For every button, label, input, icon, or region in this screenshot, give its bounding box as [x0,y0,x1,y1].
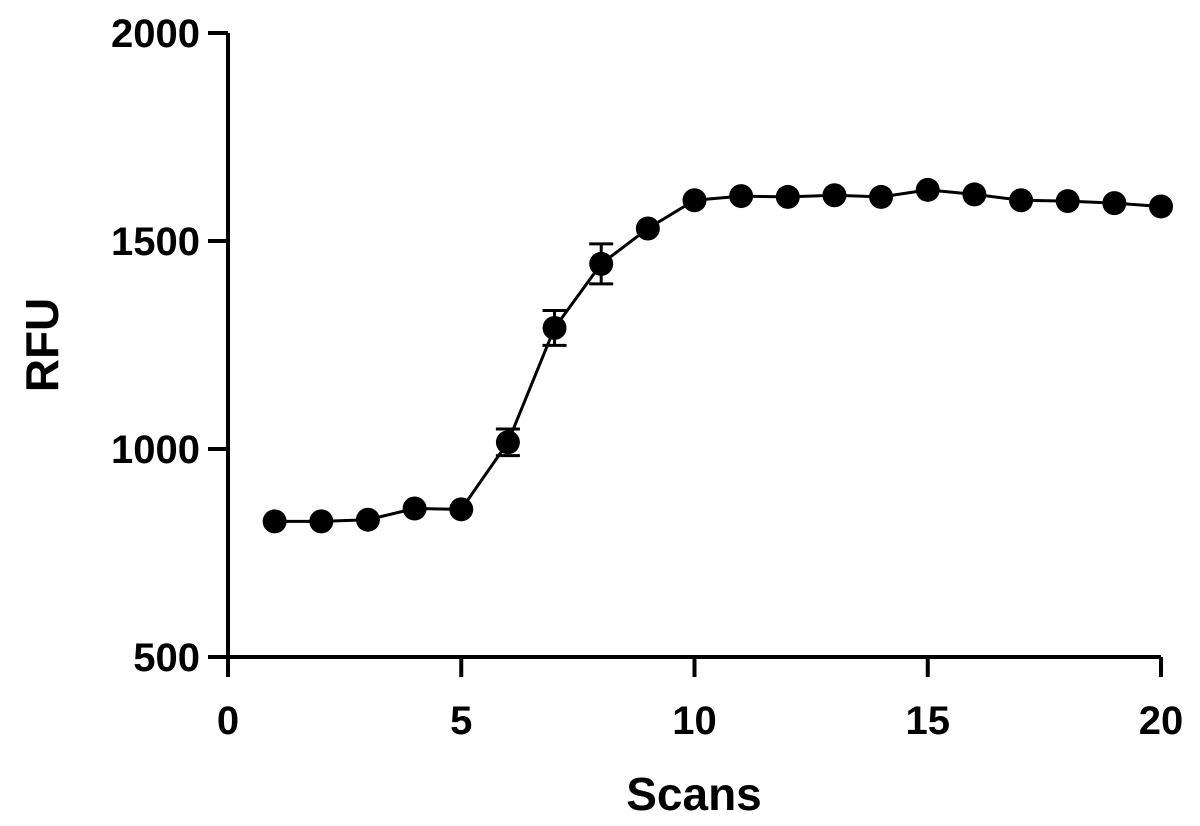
data-point [309,509,334,534]
x-tick-label: 15 [906,699,951,743]
data-point [822,183,847,208]
data-point [542,315,567,340]
x-tick-label: 10 [672,699,717,743]
y-ticks: 500 1000 1500 2000 [111,12,228,680]
data-point [495,430,520,455]
data-point [869,184,894,209]
data-point [1009,188,1034,213]
data-point [1149,194,1173,219]
data-point [635,216,660,241]
series-line [274,188,1162,523]
data-point [449,497,474,522]
x-tick-label: 5 [450,699,472,743]
y-axis-title: RFU [16,298,68,393]
data-point [262,509,287,534]
y-tick-label: 2000 [111,12,200,56]
data-point [729,184,754,209]
data-point [1055,189,1080,214]
data-point [915,177,940,202]
x-ticks: 0 5 10 15 20 [217,657,1183,743]
data-point [355,507,380,532]
data-point [589,251,614,276]
data-point [402,496,427,521]
x-tick-label: 20 [1139,699,1184,743]
y-tick-label: 500 [133,636,200,680]
x-tick-label: 0 [217,699,239,743]
y-tick-label: 1500 [111,220,200,264]
data-series [262,177,1173,534]
x-axis-title: Scans [626,768,762,820]
data-point [1102,191,1127,216]
data-point [682,188,707,213]
y-tick-label: 1000 [111,428,200,472]
data-point [775,184,800,209]
axes [226,33,1161,659]
data-point [962,182,987,207]
